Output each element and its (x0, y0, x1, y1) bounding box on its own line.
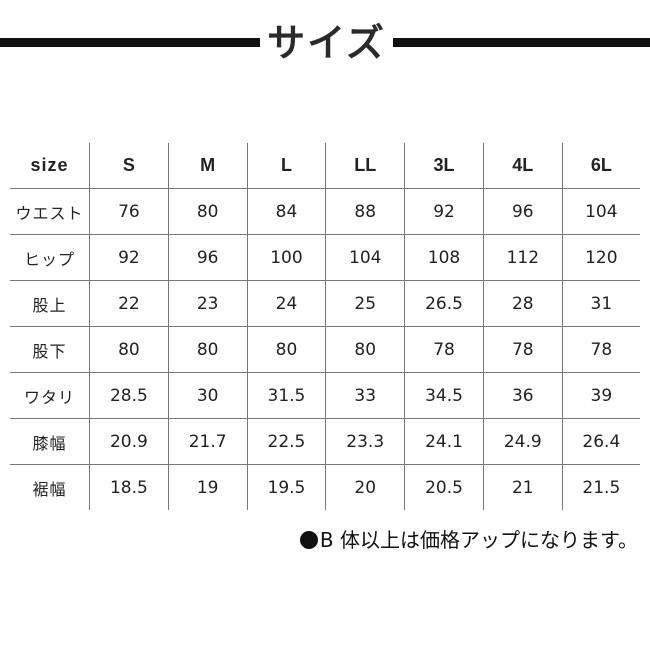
table-cell: 31 (561, 280, 640, 327)
table-cell: 100 (246, 234, 326, 281)
table-cell: 21.5 (561, 464, 640, 510)
price-note-text: B 体以上は価格アップになります。 (319, 528, 638, 552)
table-cell: 104 (325, 234, 405, 281)
table-cell: 24 (246, 280, 326, 327)
table-cell: 80 (167, 326, 248, 373)
row-label: 裾幅 (32, 479, 67, 499)
table-cell: 22 (89, 280, 169, 327)
table-cell: 76 (89, 188, 169, 235)
row-label: 股上 (10, 280, 90, 327)
table-cell: LL (325, 143, 405, 189)
table-row: ウエスト 76 80 84 88 92 96 104 (10, 188, 640, 235)
row-label: ワタリ (10, 372, 90, 419)
table-cell: 3L (404, 143, 484, 189)
table-cell: 25 (325, 280, 405, 327)
table-row: 股下 80 80 80 80 78 78 78 (10, 326, 640, 373)
row-label: ヒップ (10, 234, 90, 281)
table-cell: 30 (167, 372, 248, 419)
table-cell: 26.4 (561, 418, 640, 465)
table-cell: 34.5 (404, 372, 484, 419)
size-table: size S M L LL 3L 4L 6L ウエスト 76 80 84 88 92 96 104 ヒップ 92 9… (10, 143, 640, 510)
table-cell: S (89, 143, 169, 189)
table-cell: M (167, 143, 248, 189)
table-cell: 24.1 (404, 418, 484, 465)
table-cell: 104 (561, 188, 640, 235)
page-title: サイズ (267, 21, 386, 65)
table-cell: 78 (404, 326, 484, 373)
table-cell: 33 (325, 372, 405, 419)
table-cell: 21 (482, 464, 563, 510)
table-cell: 88 (325, 188, 405, 235)
table-cell: 78 (482, 326, 563, 373)
row-label: size (10, 143, 90, 189)
row-label: 股下 (10, 326, 90, 373)
table-cell: 6L (561, 143, 640, 189)
title-rule-left (0, 38, 260, 47)
table-cell: 80 (167, 188, 248, 235)
table-cell: 23 (167, 280, 248, 327)
table-cell: 92 (404, 188, 484, 235)
table-row: ヒップ 92 96 100 104 108 112 120 (10, 234, 640, 281)
table-cell: 23.3 (325, 418, 405, 465)
table-cell: 18.5 (89, 464, 169, 510)
table-cell: 24.9 (482, 418, 563, 465)
row-label: 膝幅 (10, 418, 90, 465)
table-cell: 26.5 (404, 280, 484, 327)
table-cell: 96 (167, 234, 248, 281)
table-row: ワタリ 28.5 30 31.5 33 34.5 36 39 (10, 372, 640, 419)
table-cell: 120 (561, 234, 640, 281)
table-cell: 20 (325, 464, 405, 510)
table-cell: 31.5 (246, 372, 326, 419)
table-cell: 108 (404, 234, 484, 281)
table-row: 股上 22 23 24 25 26.5 28 31 (10, 280, 640, 327)
table-cell: 78 (561, 326, 640, 373)
table-cell: 80 (246, 326, 326, 373)
table-cell: 19.5 (246, 464, 326, 510)
table-row: 裾幅 18.5 19 19.5 20 20.5 21 21.5 (10, 464, 640, 510)
table-cell: 28.5 (89, 372, 169, 419)
table-cell: 80 (89, 326, 169, 373)
table-cell: 92 (89, 234, 169, 281)
table-cell: 20.9 (89, 418, 169, 465)
row-label: ウエスト (10, 188, 90, 235)
table-cell: 39 (561, 372, 640, 419)
table-cell: 22.5 (246, 418, 326, 465)
table-cell: 21.7 (167, 418, 248, 465)
table-cell: 20.5 (404, 464, 484, 510)
table-cell: 28 (482, 280, 563, 327)
bullet-icon (299, 531, 318, 549)
table-cell: 4L (482, 143, 563, 189)
table-cell: 36 (482, 372, 563, 419)
table-header-row: size S M L LL 3L 4L 6L (10, 143, 640, 189)
table-cell: L (246, 143, 326, 189)
table-cell: 80 (325, 326, 405, 373)
table-cell: 19 (167, 464, 248, 510)
price-note: B 体以上は価格アップになります。 (299, 524, 638, 553)
table-row: 膝幅 20.9 21.7 22.5 23.3 24.1 24.9 26.4 (10, 418, 640, 465)
table-cell: 84 (246, 188, 326, 235)
table-cell: 96 (482, 188, 563, 235)
title-rule-right (393, 38, 650, 47)
table-cell: 112 (482, 234, 563, 281)
